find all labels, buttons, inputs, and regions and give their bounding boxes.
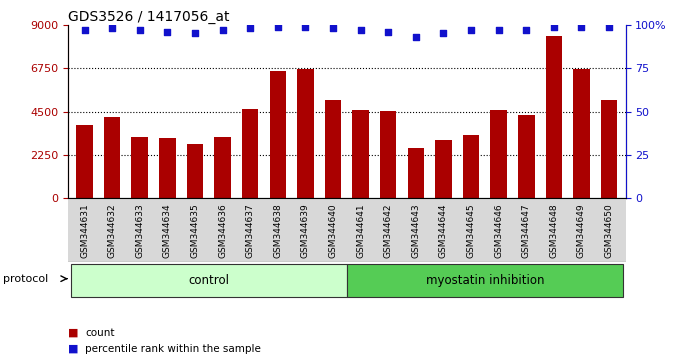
Text: GSM344647: GSM344647 xyxy=(522,203,530,258)
Text: GSM344632: GSM344632 xyxy=(107,203,117,258)
Bar xyxy=(159,137,175,198)
Text: GSM344634: GSM344634 xyxy=(163,203,172,258)
Bar xyxy=(131,137,148,198)
Text: GSM344644: GSM344644 xyxy=(439,203,448,258)
Bar xyxy=(325,100,341,198)
Bar xyxy=(518,115,534,198)
Bar xyxy=(104,117,120,198)
Bar xyxy=(242,109,258,198)
Text: GSM344641: GSM344641 xyxy=(356,203,365,258)
Point xyxy=(300,24,311,29)
Text: GSM344635: GSM344635 xyxy=(190,203,199,258)
Point xyxy=(328,25,339,31)
Point xyxy=(576,24,587,29)
Text: GSM344642: GSM344642 xyxy=(384,203,393,258)
Bar xyxy=(600,100,617,198)
Bar xyxy=(269,71,286,198)
Text: count: count xyxy=(85,328,114,338)
Point xyxy=(410,34,421,40)
Text: control: control xyxy=(188,274,229,287)
Bar xyxy=(352,110,369,198)
Bar xyxy=(407,148,424,198)
Bar xyxy=(573,69,590,198)
Text: GSM344638: GSM344638 xyxy=(273,203,282,258)
Bar xyxy=(545,36,562,198)
Text: GSM344648: GSM344648 xyxy=(549,203,558,258)
Text: myostatin inhibition: myostatin inhibition xyxy=(426,274,544,287)
Bar xyxy=(462,135,479,198)
Text: GSM344631: GSM344631 xyxy=(80,203,89,258)
Text: GSM344640: GSM344640 xyxy=(328,203,337,258)
Bar xyxy=(187,144,203,198)
Point xyxy=(135,27,146,33)
Point xyxy=(107,25,118,31)
Bar xyxy=(297,69,313,198)
Point xyxy=(162,29,173,35)
Text: GSM344650: GSM344650 xyxy=(605,203,613,258)
Text: GSM344645: GSM344645 xyxy=(466,203,475,258)
Point xyxy=(355,27,366,33)
Text: ■: ■ xyxy=(68,328,78,338)
Point xyxy=(217,27,228,33)
Text: GSM344639: GSM344639 xyxy=(301,203,310,258)
Text: GDS3526 / 1417056_at: GDS3526 / 1417056_at xyxy=(68,10,230,24)
Point xyxy=(190,30,201,36)
Point xyxy=(521,27,532,33)
Bar xyxy=(76,125,93,198)
Text: GSM344643: GSM344643 xyxy=(411,203,420,258)
Point xyxy=(245,25,256,31)
Point xyxy=(493,27,504,33)
Point xyxy=(604,24,615,29)
Bar xyxy=(435,141,452,198)
Bar xyxy=(71,264,347,297)
Point xyxy=(548,24,559,29)
Text: GSM344649: GSM344649 xyxy=(577,203,586,258)
Bar xyxy=(380,110,396,198)
Point xyxy=(79,27,90,33)
Text: ■: ■ xyxy=(68,344,78,354)
Point xyxy=(466,27,477,33)
Bar xyxy=(214,137,231,198)
Text: protocol: protocol xyxy=(3,274,49,284)
Text: GSM344637: GSM344637 xyxy=(245,203,255,258)
Point xyxy=(383,29,394,35)
Text: GSM344646: GSM344646 xyxy=(494,203,503,258)
Text: GSM344636: GSM344636 xyxy=(218,203,227,258)
Point xyxy=(273,24,284,29)
Bar xyxy=(490,110,507,198)
Point xyxy=(438,30,449,36)
Bar xyxy=(347,264,623,297)
Text: percentile rank within the sample: percentile rank within the sample xyxy=(85,344,261,354)
Text: GSM344633: GSM344633 xyxy=(135,203,144,258)
